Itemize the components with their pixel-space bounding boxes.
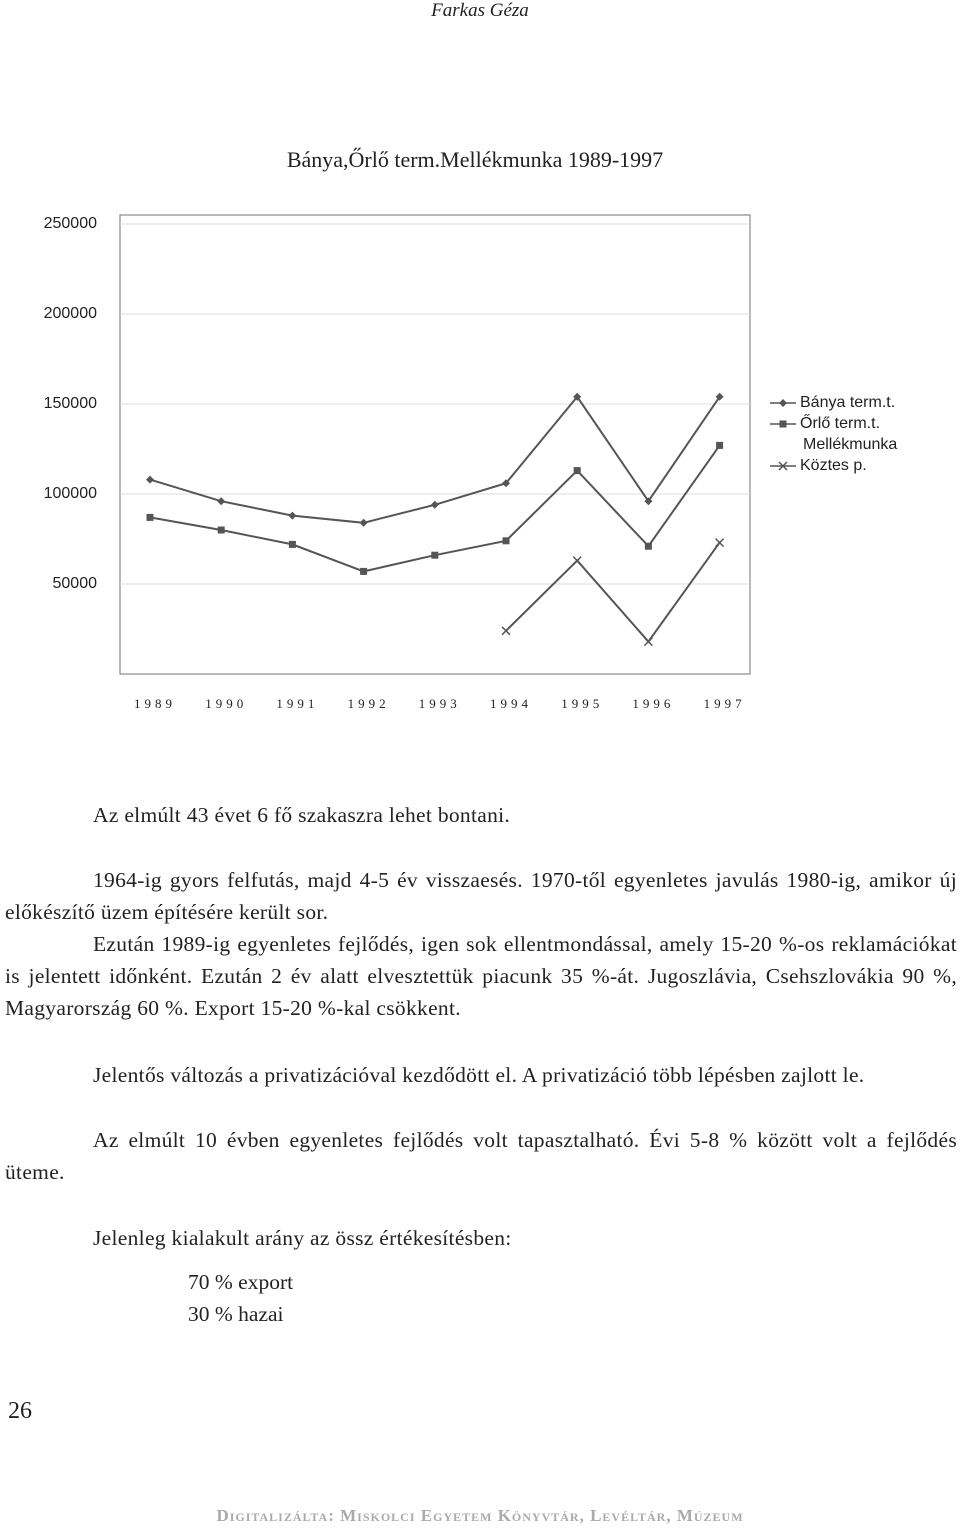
point: [146, 513, 154, 521]
point: [217, 526, 225, 534]
list-item: 70 % export: [188, 1270, 294, 1294]
paragraph: Az elmúlt 43 évet 6 fő szakaszra lehet b…: [93, 803, 511, 827]
point: [573, 467, 581, 475]
y-tick-label: 100000: [44, 485, 97, 502]
x-tick-label: 1997: [704, 696, 746, 711]
x-tick-label: 1989: [134, 696, 176, 711]
paragraph: Jelentős változás a privatizációval kezd…: [93, 1063, 865, 1087]
legend-label: Mellékmunka: [803, 436, 897, 453]
x-tick-label: 1993: [419, 696, 461, 711]
point: [502, 479, 510, 488]
chart-title: Bánya,Őrlő term.Mellékmunka 1989-1997: [287, 147, 663, 172]
y-tick-label: 250000: [44, 215, 97, 232]
x-tick-label: 1991: [276, 696, 318, 711]
legend-label: Bánya term.t.: [800, 394, 895, 411]
point: [779, 420, 787, 428]
chart: Bánya,Őrlő term.Mellékmunka 1989-1997 50…: [44, 147, 898, 711]
paragraph: Jelenleg kialakult arány az össz értékes…: [93, 1226, 512, 1250]
point: [644, 497, 653, 506]
page-number: 26: [8, 1398, 32, 1424]
point: [778, 461, 788, 471]
point: [217, 497, 226, 506]
list-item: 30 % hazai: [188, 1302, 284, 1326]
point: [146, 475, 154, 484]
plot-frame: [119, 214, 751, 675]
y-tick-label: 50000: [53, 575, 98, 592]
series-line: [505, 542, 721, 644]
point: [572, 556, 582, 566]
legend-label: Őrlő term.t.: [800, 413, 880, 432]
x-tick-label: 1995: [561, 696, 603, 711]
paragraph: Az elmúlt 10 évben egyenletes fejlődés v…: [5, 1128, 957, 1184]
point: [288, 540, 296, 548]
point: [644, 542, 652, 550]
point: [502, 537, 510, 545]
running-header: Farkas Géza: [431, 0, 529, 21]
point: [715, 392, 724, 401]
x-tick-label: 1996: [632, 696, 674, 711]
x-tick-label: 1992: [348, 696, 390, 711]
point: [716, 441, 724, 449]
point: [360, 567, 368, 575]
point: [779, 399, 787, 407]
footer: Digitalizálta: Miskolci Egyetem Könyvtár…: [216, 1506, 744, 1525]
point: [501, 626, 511, 636]
point: [643, 637, 653, 647]
point: [573, 392, 582, 401]
y-tick-label: 150000: [44, 395, 97, 412]
point: [430, 500, 439, 509]
point: [715, 538, 725, 548]
legend-label: Köztes p.: [800, 457, 867, 474]
x-tick-label: 1990: [205, 696, 247, 711]
point: [359, 518, 368, 527]
y-tick-label: 200000: [44, 305, 97, 322]
point: [431, 551, 439, 559]
x-tick-label: 1994: [490, 696, 532, 711]
point: [288, 511, 297, 520]
paragraph: 1964-ig gyors felfutás, majd 4-5 év viss…: [5, 868, 957, 924]
paragraph: Ezután 1989-ig egyenletes fejlődés, igen…: [5, 932, 957, 1020]
